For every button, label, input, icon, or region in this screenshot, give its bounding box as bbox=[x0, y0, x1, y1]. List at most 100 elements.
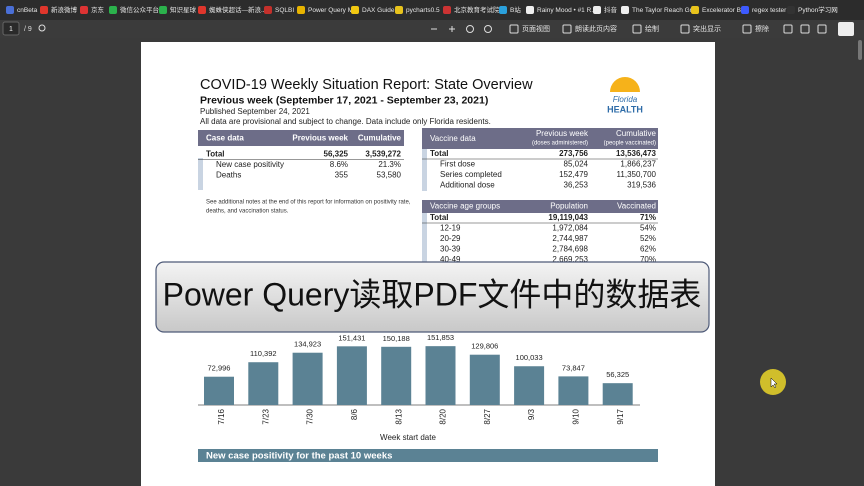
page-number[interactable]: 1 bbox=[9, 26, 13, 33]
bookmark-icon bbox=[351, 6, 359, 14]
scrollbar[interactable] bbox=[858, 40, 862, 60]
x-tick-label: 7/23 bbox=[261, 408, 270, 424]
bookmark-icon bbox=[787, 6, 795, 14]
bookmark-icon bbox=[395, 6, 403, 14]
bookmark-icon bbox=[198, 6, 206, 14]
x-tick-label: 7/30 bbox=[306, 408, 315, 424]
data-label: 134,923 bbox=[294, 340, 321, 349]
case-note: See additional notes at the end of this … bbox=[206, 200, 411, 206]
bookmark[interactable]: Power Query M bbox=[308, 7, 353, 14]
tool-icon[interactable] bbox=[800, 24, 810, 34]
tool-icon[interactable] bbox=[466, 25, 474, 33]
bookmark[interactable]: 蜘蛛侠超话—新浪... bbox=[209, 5, 267, 14]
bookmark[interactable]: Python学习网 bbox=[798, 5, 838, 14]
table-cell: 20-29 bbox=[440, 234, 461, 243]
bookmark[interactable]: B站 bbox=[510, 5, 521, 14]
table-cell: Total bbox=[206, 150, 225, 159]
table-header-cell: Previous week bbox=[536, 129, 589, 138]
bookmark-icon bbox=[741, 6, 749, 14]
bookmark[interactable]: The Taylor Reach Gr... bbox=[632, 7, 697, 14]
toolbar-button[interactable]: 绘制 bbox=[645, 24, 659, 33]
table-cell: 54% bbox=[640, 224, 656, 233]
table-header-cell: Cumulative bbox=[358, 134, 402, 143]
bookmark[interactable]: 北京教育考试院 bbox=[454, 5, 500, 14]
search-icon[interactable] bbox=[38, 24, 46, 32]
bookmark[interactable]: 京东 bbox=[91, 5, 105, 14]
table-side-bar bbox=[198, 158, 203, 190]
toolbar-button[interactable]: 朗读此页内容 bbox=[575, 24, 617, 33]
table-header bbox=[422, 128, 658, 149]
table-cell: 1,972,084 bbox=[552, 224, 588, 233]
table-header-cell: Vaccine data bbox=[430, 134, 476, 143]
page-input[interactable] bbox=[2, 21, 20, 36]
x-tick-label: 9/10 bbox=[572, 408, 581, 424]
table-cell: Total bbox=[430, 213, 449, 222]
logo-text: Florida bbox=[613, 95, 638, 104]
x-tick-label: 9/3 bbox=[527, 408, 536, 420]
page-count: / 9 bbox=[24, 26, 32, 33]
data-label: 72,996 bbox=[208, 364, 231, 373]
table-cell: First dose bbox=[440, 160, 476, 169]
x-axis-title: Week start date bbox=[380, 433, 436, 442]
bookmark[interactable]: SQLBI bbox=[275, 7, 294, 14]
table-cell: 13,536,473 bbox=[616, 149, 657, 158]
table-cell: 70% bbox=[640, 255, 656, 264]
table-cell: 1,866,237 bbox=[620, 160, 656, 169]
tool-icon[interactable] bbox=[484, 25, 492, 33]
toolbar-button[interactable]: 页面视图 bbox=[522, 24, 550, 33]
tool-icon bbox=[509, 24, 519, 34]
tool-icon bbox=[742, 24, 752, 34]
table-cell: 319,536 bbox=[627, 181, 656, 190]
data-label: 151,431 bbox=[338, 333, 365, 342]
data-label: 110,392 bbox=[250, 349, 277, 358]
bookmark[interactable]: 抖音 bbox=[604, 5, 618, 14]
bar bbox=[514, 366, 545, 405]
bar bbox=[425, 346, 456, 405]
data-label: 56,325 bbox=[606, 370, 629, 379]
bookmark[interactable]: cnBeta bbox=[17, 7, 38, 14]
x-tick-label: 8/13 bbox=[394, 408, 403, 424]
table-header-cell: Vaccine age groups bbox=[430, 202, 500, 211]
bookmark[interactable]: pycharts0.5 bbox=[406, 7, 440, 14]
bookmark[interactable]: 微信公众平台 bbox=[120, 5, 159, 14]
bookmark[interactable]: 知识星球 bbox=[170, 5, 197, 14]
table-cell: 36,253 bbox=[564, 181, 589, 190]
toolbar-button[interactable]: 擦除 bbox=[755, 24, 769, 33]
tool-icon bbox=[680, 24, 690, 34]
section-title: New case positivity for the past 10 week… bbox=[206, 451, 392, 462]
tool-icon[interactable] bbox=[817, 24, 827, 34]
bookmark[interactable]: Excelerator BI bbox=[702, 7, 743, 14]
table-cell: 19,119,043 bbox=[548, 213, 588, 222]
data-label: 151,853 bbox=[427, 333, 454, 342]
table-subheader-cell: (doses administered) bbox=[532, 141, 588, 147]
bookmark[interactable]: DAX Guide bbox=[362, 7, 395, 14]
bar bbox=[248, 362, 279, 405]
bar bbox=[204, 376, 234, 405]
toolbar-button[interactable]: 突出显示 bbox=[693, 24, 721, 33]
table-cell: Series completed bbox=[440, 170, 502, 179]
table-cell: Deaths bbox=[216, 171, 241, 180]
bar bbox=[336, 346, 367, 405]
case-note: deaths, and vaccination status. bbox=[206, 209, 289, 215]
bookmark[interactable]: 新浪微博 bbox=[51, 5, 78, 14]
bar bbox=[469, 354, 500, 405]
zoom-in[interactable] bbox=[449, 26, 455, 32]
pin-button[interactable] bbox=[838, 22, 854, 36]
table-header-cell: Population bbox=[550, 202, 588, 211]
logo-text: HEALTH bbox=[607, 104, 643, 114]
bookmark-icon bbox=[526, 6, 534, 14]
overlay-text: Power Query读取PDF文件中的数据表 bbox=[163, 276, 702, 312]
table-subheader-cell: (people vaccinated) bbox=[604, 141, 656, 147]
table-cell: 40-49 bbox=[440, 255, 461, 264]
table-cell: New case positivity bbox=[216, 160, 284, 169]
bookmark[interactable]: Rainy Mood • #1 R... bbox=[537, 7, 597, 14]
section-banner bbox=[198, 449, 658, 462]
table-cell: 12-19 bbox=[440, 224, 461, 233]
table-header bbox=[422, 200, 658, 213]
bookmark[interactable]: regex tester bbox=[752, 7, 787, 14]
table-cell: 53,580 bbox=[377, 171, 402, 180]
tool-icon[interactable] bbox=[783, 24, 793, 34]
x-tick-label: 8/6 bbox=[350, 408, 359, 420]
bar bbox=[292, 352, 323, 405]
